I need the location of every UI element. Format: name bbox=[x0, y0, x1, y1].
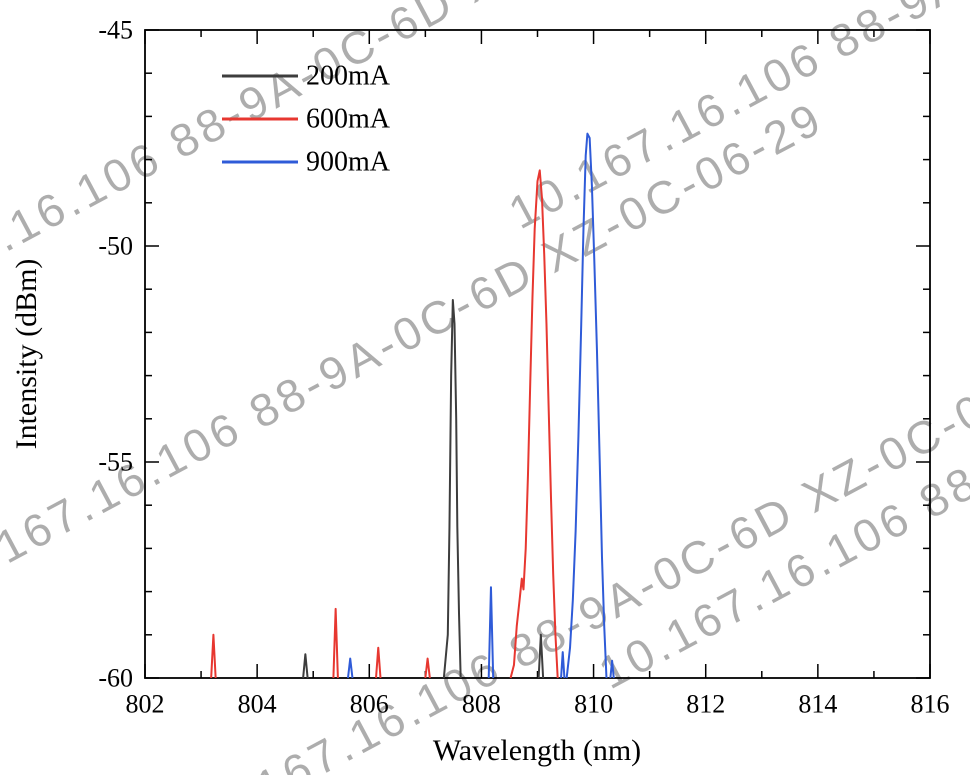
series-line-600mA bbox=[424, 657, 431, 679]
series-line-600mA bbox=[509, 169, 559, 679]
tick-label-layer: 802 804 806 808 810 812 814 816 -60 -55 -50 -45 bbox=[98, 16, 949, 719]
y-tick-label: -60 bbox=[98, 664, 133, 693]
watermark-text: 10.167.16.106 88-9A-0C-6D XZ-0C-06-29 bbox=[500, 0, 970, 239]
series-line-900mA bbox=[565, 132, 608, 679]
x-tick-label: 808 bbox=[462, 689, 501, 718]
legend-label-900mA: 900mA bbox=[306, 147, 391, 178]
series-line-900mA bbox=[609, 659, 615, 679]
x-axis-label: Wavelength (nm) bbox=[433, 734, 641, 767]
series-line-900mA bbox=[560, 651, 566, 679]
series-line-600mA bbox=[332, 607, 339, 679]
series-line-200mA bbox=[442, 299, 462, 679]
series-line-600mA bbox=[210, 633, 217, 679]
x-tick-label: 804 bbox=[238, 689, 277, 718]
series-line-900mA bbox=[346, 657, 354, 679]
series-line-200mA bbox=[302, 653, 309, 679]
series-line-900mA bbox=[487, 586, 495, 679]
y-tick-label: -50 bbox=[98, 232, 133, 261]
tick-layer bbox=[144, 29, 931, 679]
y-axis-label: Intensity (dBm) bbox=[10, 259, 43, 450]
x-tick-label: 812 bbox=[686, 689, 725, 718]
x-tick-label: 814 bbox=[798, 689, 837, 718]
legend-label-200mA: 200mA bbox=[306, 61, 391, 92]
x-tick-label: 806 bbox=[350, 689, 389, 718]
legend-layer: 200mA 600mA 900mA bbox=[222, 61, 391, 178]
series-layer bbox=[210, 132, 615, 679]
y-tick-label: -55 bbox=[98, 448, 133, 477]
x-tick-label: 816 bbox=[911, 689, 950, 718]
legend-label-600mA: 600mA bbox=[306, 104, 391, 135]
series-line-200mA bbox=[537, 633, 545, 679]
series-line-600mA bbox=[375, 646, 382, 679]
x-tick-label: 810 bbox=[574, 689, 613, 718]
y-tick-label: -45 bbox=[98, 16, 133, 45]
x-tick-label: 802 bbox=[126, 689, 165, 718]
